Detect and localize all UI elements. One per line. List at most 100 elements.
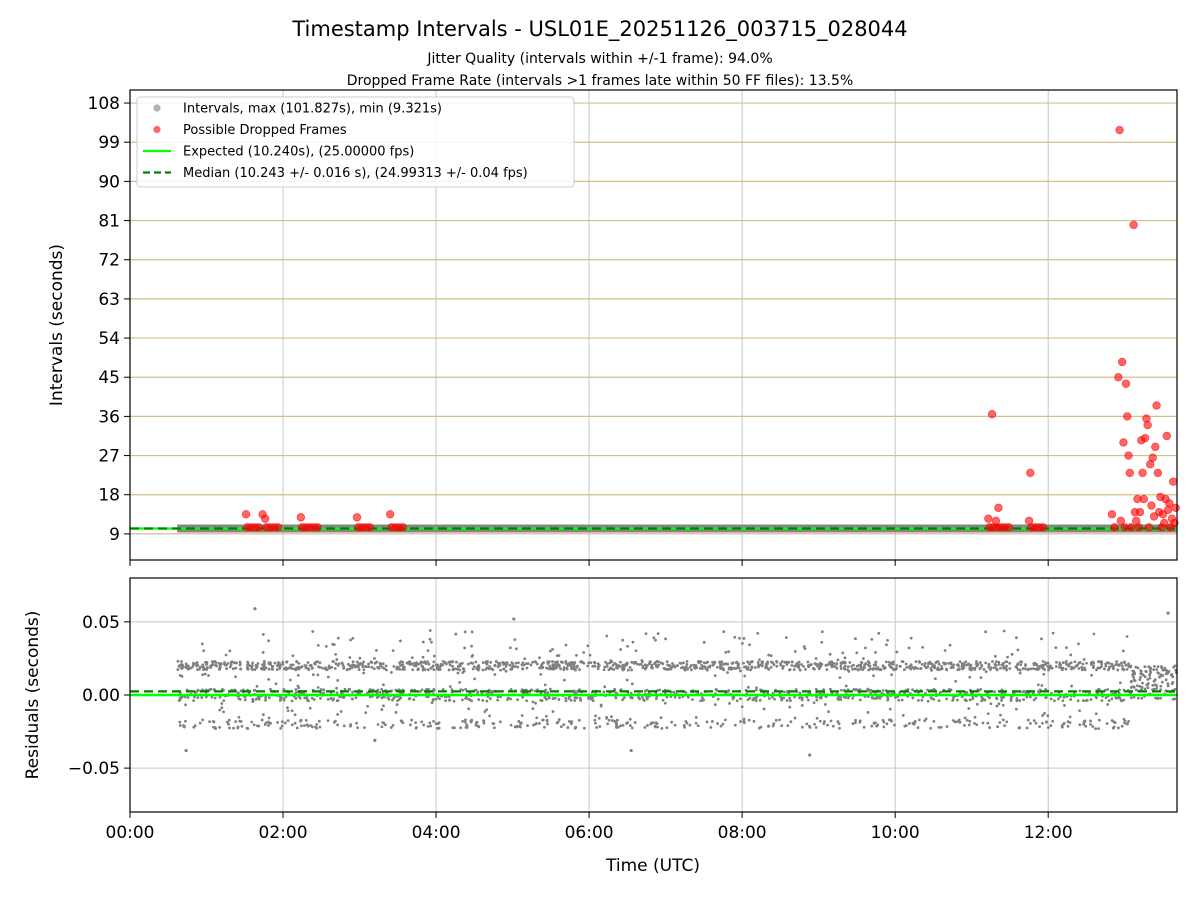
residual-point <box>875 696 879 700</box>
residual-point <box>841 651 845 655</box>
residual-point <box>250 720 254 724</box>
residual-point <box>769 654 773 658</box>
residual-point <box>456 671 460 675</box>
x-tick-label: 10:00 <box>871 823 920 843</box>
residual-point <box>720 667 723 670</box>
residual-point <box>1089 722 1092 726</box>
residual-point <box>748 643 751 647</box>
residual-point <box>885 722 889 726</box>
residual-point <box>235 661 238 665</box>
residual-point <box>253 668 257 672</box>
residual-point <box>635 662 639 666</box>
residual-point <box>322 688 326 692</box>
residual-point <box>898 664 902 668</box>
residual-point <box>513 638 517 642</box>
residual-point <box>211 663 215 666</box>
dropped-frame-point <box>1119 438 1128 447</box>
residual-point <box>526 724 529 728</box>
residual-point <box>458 680 462 684</box>
residual-point <box>596 665 600 669</box>
residual-point <box>640 695 644 699</box>
residual-point <box>416 668 420 672</box>
residual-point <box>1073 660 1077 664</box>
residual-point <box>1099 660 1103 664</box>
residual-point <box>275 664 279 668</box>
residual-point <box>192 699 195 703</box>
residual-point <box>212 725 215 729</box>
residual-point <box>260 718 264 722</box>
residual-point <box>485 662 489 666</box>
residual-point <box>685 663 689 666</box>
residual-point <box>846 668 850 672</box>
residual-point <box>937 662 941 666</box>
residual-point <box>873 667 877 670</box>
residual-point <box>286 709 290 713</box>
residual-point <box>1139 675 1142 679</box>
residual-point <box>973 666 977 670</box>
residual-point <box>1165 672 1169 676</box>
residual-point <box>307 668 311 671</box>
residual-point <box>549 667 552 671</box>
residual-point <box>838 726 841 730</box>
residual-point <box>1078 661 1082 664</box>
residual-point <box>299 724 303 728</box>
residual-point <box>572 662 576 666</box>
residual-point <box>599 703 603 707</box>
residual-point <box>999 666 1002 670</box>
residual-point <box>568 719 571 723</box>
residual-point <box>521 661 525 665</box>
residual-point <box>220 662 223 666</box>
residual-point <box>562 666 566 669</box>
residual-point <box>758 658 761 662</box>
residual-point <box>750 666 754 670</box>
residual-point <box>1051 631 1055 635</box>
residual-point <box>770 695 774 699</box>
residual-point <box>596 667 600 671</box>
residual-point <box>546 722 549 726</box>
residual-point <box>517 720 521 724</box>
residual-point <box>1126 722 1129 726</box>
residual-point <box>742 717 746 721</box>
residual-point <box>551 697 555 700</box>
residual-point <box>785 663 789 666</box>
residual-point <box>798 668 802 672</box>
dropped-frame-point <box>296 513 306 522</box>
residual-point <box>963 698 967 702</box>
residual-point <box>708 665 711 669</box>
residual-point <box>1002 629 1006 633</box>
residual-point <box>569 664 573 667</box>
top-plot-frame <box>129 89 1178 561</box>
residual-point <box>545 697 548 701</box>
residual-point <box>564 662 568 665</box>
residual-point <box>1110 719 1114 722</box>
residual-point <box>447 698 451 702</box>
x-tick-label: 00:00 <box>106 823 155 843</box>
residual-point <box>557 663 561 667</box>
residual-point <box>544 688 548 692</box>
residual-point <box>323 667 327 671</box>
residual-point <box>541 718 545 722</box>
residual-point <box>1040 664 1043 667</box>
residual-point <box>246 727 250 730</box>
residual-point <box>820 630 824 634</box>
residual-point <box>351 636 355 640</box>
residual-point <box>749 660 753 664</box>
residual-point <box>758 698 762 702</box>
top-y-tick-label: 108 <box>88 94 120 114</box>
residual-point <box>771 724 775 728</box>
residual-point <box>1107 699 1111 703</box>
residual-point <box>1138 684 1142 688</box>
residual-point <box>690 663 693 667</box>
residual-point <box>368 695 372 699</box>
residual-point <box>529 663 533 667</box>
residual-point <box>214 727 218 730</box>
residual-point <box>786 724 790 728</box>
residual-point <box>748 662 751 666</box>
residual-point <box>970 666 974 670</box>
residual-point <box>940 665 944 668</box>
residual-point <box>573 690 577 694</box>
residual-point <box>526 662 530 665</box>
residual-point <box>582 726 586 730</box>
residual-point <box>1105 722 1109 725</box>
residual-point <box>557 654 561 658</box>
